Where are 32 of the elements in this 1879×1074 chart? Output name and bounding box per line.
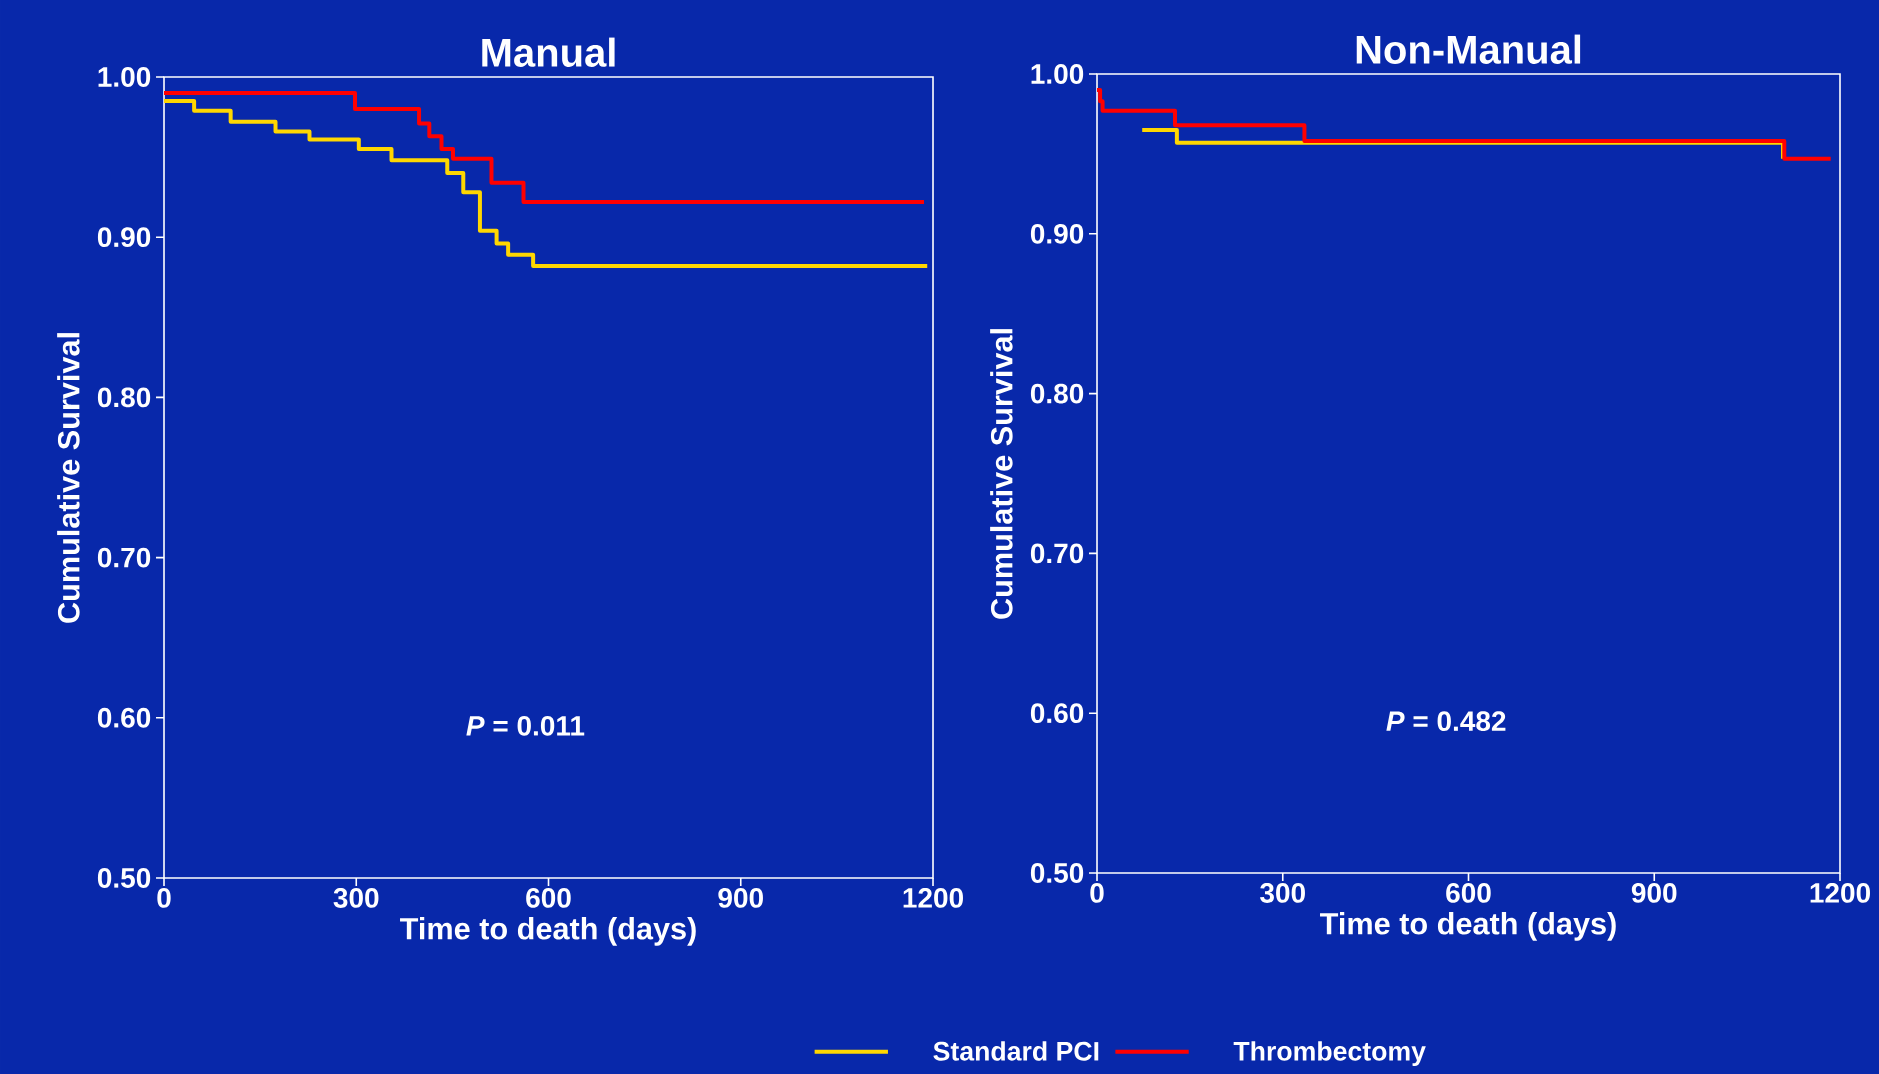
y-tick-label: 0.70 — [97, 547, 151, 568]
y-tick-label: 0.90 — [1030, 223, 1084, 244]
y-tick-label: 1.00 — [1031, 64, 1084, 84]
x-tick-label: 900 — [718, 888, 763, 908]
y-tick-label: 0.50 — [1030, 863, 1084, 883]
x-tick-label: 600 — [1446, 883, 1491, 903]
y-tick-label: 1.00 — [98, 67, 151, 87]
legend-label: Thrombectomy — [1233, 1041, 1426, 1066]
x-axis-title: Time to death (days) — [1320, 912, 1616, 941]
x-tick-label: 1200 — [903, 888, 963, 908]
chart-title: Non-Manual — [1356, 34, 1581, 64]
y-tick-label: 0.60 — [97, 707, 151, 728]
x-tick-label: 0 — [1090, 883, 1104, 903]
x-tick-label: 900 — [1631, 883, 1677, 903]
annotation: P = 0.482 — [1386, 711, 1506, 732]
y-tick-label: 0.70 — [1030, 543, 1084, 564]
y-tick-label: 0.90 — [97, 227, 151, 248]
annotation: P = 0.011 — [466, 715, 585, 736]
y-tick-label: 0.80 — [97, 387, 151, 408]
y-tick-label: 0.60 — [1030, 703, 1084, 724]
x-tick-label: 1200 — [1810, 883, 1870, 903]
y-tick-label: 0.80 — [1030, 383, 1084, 404]
x-tick-label: 0 — [157, 888, 171, 908]
y-axis-title: Cumulative Survival — [57, 333, 80, 623]
x-axis-title: Time to death (days) — [400, 917, 696, 946]
chart-title: Manual — [482, 37, 615, 67]
x-tick-label: 300 — [333, 888, 379, 908]
x-tick-label: 600 — [526, 888, 571, 908]
x-tick-label: 300 — [1260, 883, 1305, 903]
y-tick-label: 0.50 — [97, 868, 151, 888]
legend-label: Standard PCI — [933, 1041, 1099, 1061]
y-axis-title: Cumulative Survival — [990, 329, 1013, 619]
